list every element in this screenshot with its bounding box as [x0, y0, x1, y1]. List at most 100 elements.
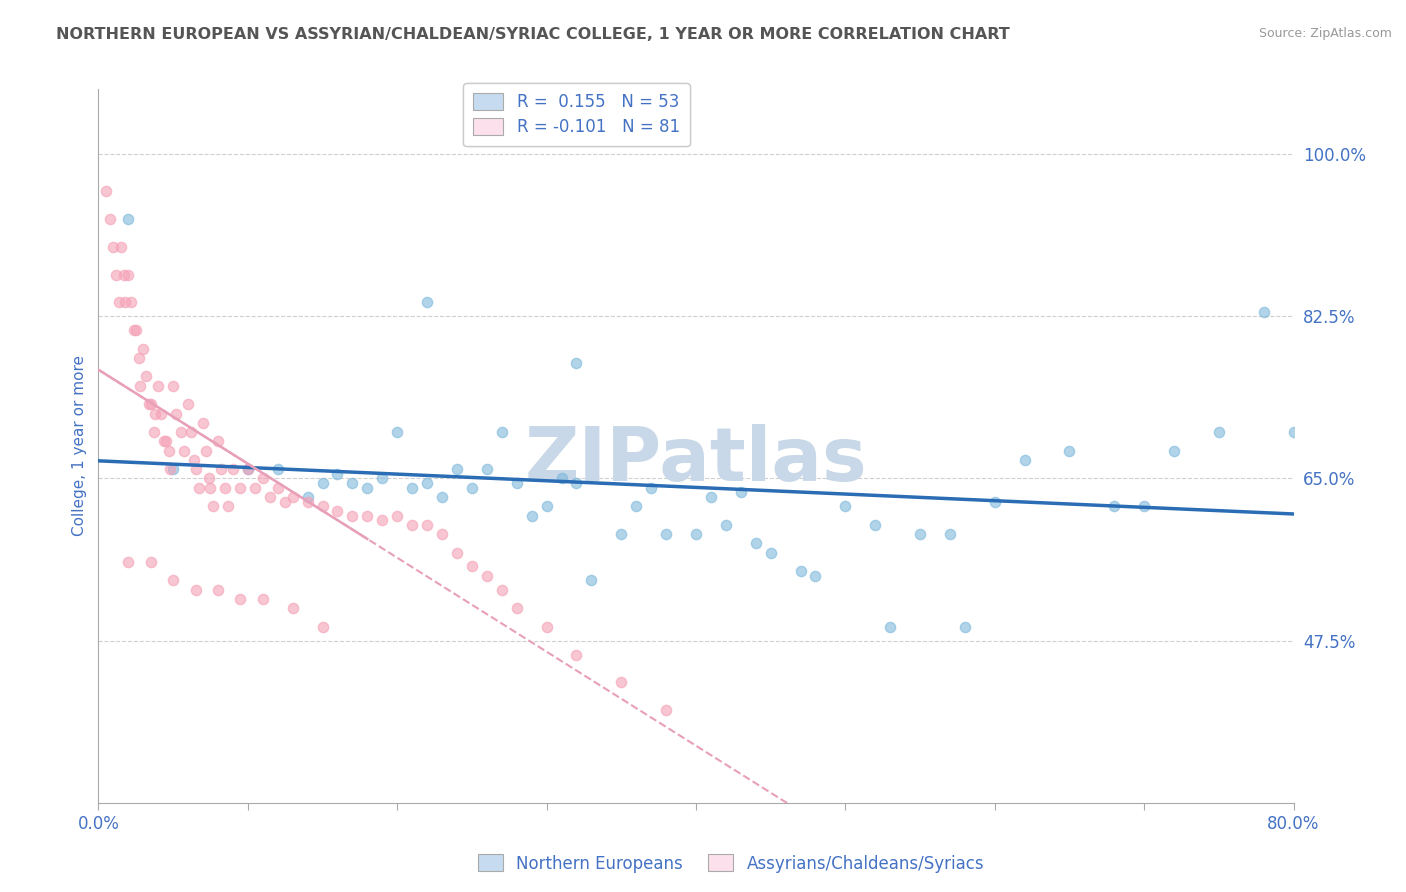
- Point: [1282, 425, 1305, 439]
- Point: [138, 397, 160, 411]
- Point: [124, 323, 146, 337]
- Point: [150, 407, 173, 421]
- Point: [162, 378, 184, 392]
- Point: [94, 184, 117, 198]
- Point: [114, 295, 136, 310]
- Text: NORTHERN EUROPEAN VS ASSYRIAN/CHALDEAN/SYRIAC COLLEGE, 1 YEAR OR MORE CORRELATIO: NORTHERN EUROPEAN VS ASSYRIAN/CHALDEAN/S…: [56, 27, 1010, 42]
- Point: [565, 648, 588, 662]
- Point: [155, 434, 177, 449]
- Point: [120, 295, 142, 310]
- Point: [536, 500, 558, 514]
- Point: [311, 500, 333, 514]
- Point: [165, 407, 187, 421]
- Point: [98, 211, 122, 226]
- Point: [714, 517, 737, 532]
- Point: [356, 508, 378, 523]
- Point: [214, 481, 236, 495]
- Point: [640, 481, 662, 495]
- Point: [416, 476, 439, 491]
- Point: [984, 494, 1007, 508]
- Point: [342, 476, 364, 491]
- Point: [112, 268, 135, 282]
- Point: [229, 481, 252, 495]
- Point: [229, 591, 252, 606]
- Point: [297, 490, 319, 504]
- Point: [117, 211, 139, 226]
- Point: [311, 620, 333, 634]
- Point: [1059, 443, 1081, 458]
- Point: [506, 476, 529, 491]
- Point: [183, 453, 205, 467]
- Point: [865, 517, 887, 532]
- Point: [103, 240, 125, 254]
- Point: [207, 434, 229, 449]
- Text: Source: ZipAtlas.com: Source: ZipAtlas.com: [1258, 27, 1392, 40]
- Point: [1208, 425, 1230, 439]
- Point: [153, 434, 176, 449]
- Point: [236, 462, 259, 476]
- Point: [430, 527, 453, 541]
- Point: [879, 620, 901, 634]
- Point: [281, 601, 304, 615]
- Point: [491, 582, 513, 597]
- Point: [506, 601, 529, 615]
- Point: [908, 527, 931, 541]
- Point: [953, 620, 976, 634]
- Point: [834, 500, 856, 514]
- Point: [385, 508, 409, 523]
- Point: [1014, 453, 1036, 467]
- Point: [730, 485, 752, 500]
- Point: [128, 351, 150, 365]
- Point: [129, 378, 152, 392]
- Point: [125, 323, 148, 337]
- Point: [475, 568, 498, 582]
- Legend: Northern Europeans, Assyrians/Chaldeans/Syriacs: Northern Europeans, Assyrians/Chaldeans/…: [471, 847, 991, 880]
- Point: [143, 407, 166, 421]
- Point: [461, 559, 484, 574]
- Point: [222, 462, 245, 476]
- Point: [259, 490, 281, 504]
- Point: [187, 481, 209, 495]
- Point: [132, 342, 155, 356]
- Point: [245, 481, 267, 495]
- Point: [162, 462, 184, 476]
- Point: [326, 467, 349, 481]
- Point: [105, 268, 128, 282]
- Text: ZIPatlas: ZIPatlas: [524, 424, 868, 497]
- Point: [581, 574, 603, 588]
- Point: [274, 494, 297, 508]
- Point: [371, 513, 394, 527]
- Point: [685, 527, 707, 541]
- Point: [520, 508, 543, 523]
- Point: [173, 443, 195, 458]
- Point: [198, 471, 221, 485]
- Point: [236, 462, 259, 476]
- Point: [195, 443, 218, 458]
- Point: [202, 500, 225, 514]
- Point: [267, 481, 290, 495]
- Point: [655, 703, 678, 717]
- Point: [342, 508, 364, 523]
- Point: [416, 517, 439, 532]
- Point: [804, 568, 827, 582]
- Point: [401, 517, 423, 532]
- Point: [191, 416, 214, 430]
- Point: [217, 500, 239, 514]
- Point: [142, 425, 165, 439]
- Point: [297, 494, 319, 508]
- Point: [550, 471, 572, 485]
- Point: [789, 564, 811, 578]
- Point: [207, 582, 229, 597]
- Point: [610, 675, 633, 690]
- Point: [1133, 500, 1156, 514]
- Point: [139, 397, 162, 411]
- Point: [491, 425, 513, 439]
- Point: [1163, 443, 1185, 458]
- Point: [267, 462, 290, 476]
- Point: [117, 555, 139, 569]
- Point: [326, 504, 349, 518]
- Point: [1253, 304, 1275, 318]
- Point: [536, 620, 558, 634]
- Point: [159, 462, 181, 476]
- Point: [200, 481, 222, 495]
